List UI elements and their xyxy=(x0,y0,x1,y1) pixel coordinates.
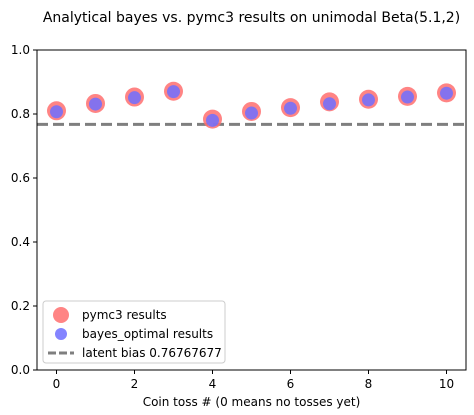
y-tick-label: 0.6 xyxy=(11,171,30,185)
bayes-optimal-point xyxy=(245,106,258,120)
bayes-optimal-point xyxy=(89,97,102,111)
legend-label: pymc3 results xyxy=(82,308,167,322)
bayes-optimal-point xyxy=(440,86,453,100)
x-tick-label: 2 xyxy=(131,377,139,391)
legend-label: latent bias 0.76767677 xyxy=(82,346,222,360)
bayes-optimal-point xyxy=(167,85,180,99)
legend-label: bayes_optimal results xyxy=(82,327,213,341)
chart-title: Analytical bayes vs. pymc3 results on un… xyxy=(43,10,460,26)
y-tick-label: 0.0 xyxy=(11,363,30,377)
bayes-optimal-point xyxy=(401,90,414,104)
axes-group: 0.0 0.2 0.4 0.6 0.8 1.0 0 2 4 6 8 10 xyxy=(11,43,467,391)
axes-frame xyxy=(36,49,467,371)
bayes-optimal-point xyxy=(362,93,375,107)
y-tick-label: 1.0 xyxy=(11,43,30,57)
bayes-optimal-point xyxy=(206,113,219,127)
legend-box xyxy=(42,300,226,364)
x-tick-label: 10 xyxy=(439,377,454,391)
bayes-optimal-point xyxy=(50,105,63,119)
x-tick-label: 4 xyxy=(209,377,217,391)
points-group xyxy=(47,81,456,129)
y-tick-label: 0.4 xyxy=(11,235,30,249)
legend: pymc3 results bayes_optimal results latent… xyxy=(42,300,226,364)
bayes-optimal-point xyxy=(284,101,297,115)
x-tick-label: 8 xyxy=(365,377,373,391)
legend-marker-bayes-optimal xyxy=(55,328,67,340)
bayes-optimal-point xyxy=(128,91,141,105)
bayes-optimal-point xyxy=(323,97,336,111)
y-tick-label: 0.8 xyxy=(11,107,30,121)
x-tick-label: 0 xyxy=(53,377,61,391)
x-tick-label: 6 xyxy=(287,377,295,391)
legend-marker-pymc3 xyxy=(53,307,69,323)
y-tick-label: 0.2 xyxy=(11,299,30,313)
x-axis-label: Coin toss # (0 means no tosses yet) xyxy=(143,395,361,409)
